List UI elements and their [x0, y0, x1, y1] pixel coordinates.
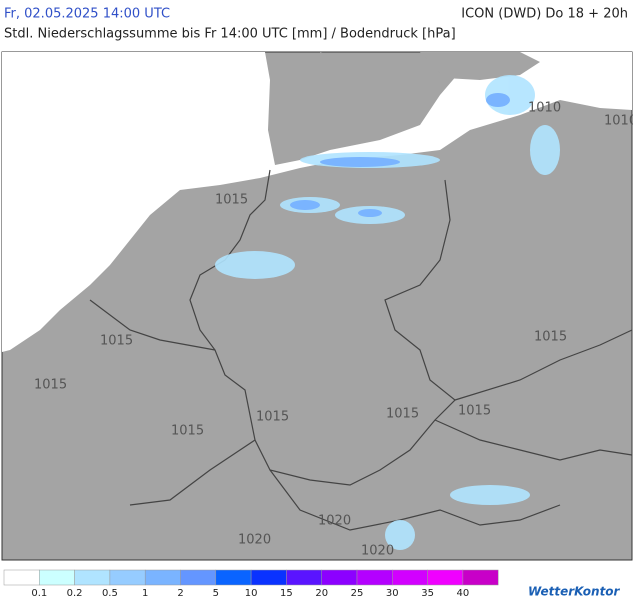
sea: [2, 52, 632, 352]
logo: WetterKontor: [528, 585, 621, 599]
isobar-labels: 1010 1010 1015 1015 1015 1015 1015 1015 …: [34, 101, 633, 559]
isobar-label: 1020: [361, 544, 394, 559]
legend-swatch: [392, 569, 428, 586]
model-run: ICON (DWD) Do 18 + 20h: [461, 7, 628, 22]
legend-swatch: [427, 569, 464, 586]
date: Fr, 02.05.2025 14:00 UTC: [4, 7, 170, 22]
isobar-label: 1015: [256, 410, 289, 425]
legend-label: 15: [280, 588, 293, 599]
legend-swatch: [109, 569, 146, 586]
denmark: [320, 52, 430, 118]
legend-swatch: [462, 569, 499, 586]
isobar-label: 1020: [318, 514, 351, 529]
legend-label: 2: [177, 588, 183, 599]
legend-label: 35: [421, 588, 434, 599]
precip: [215, 75, 560, 550]
legend-swatch: [321, 569, 358, 586]
isobar-label: 1015: [386, 407, 419, 422]
legend-swatch: [215, 569, 252, 586]
isobar-label: 1010: [604, 114, 633, 129]
legend-label: 1: [142, 588, 148, 599]
legend-label: 25: [351, 588, 364, 599]
legend-label: 0.5: [102, 588, 118, 599]
legend-label: 0.2: [67, 588, 83, 599]
legend-swatch: [286, 569, 322, 586]
isobar-label: 1015: [171, 424, 204, 439]
legend-swatch: [39, 569, 75, 586]
subtitle: Stdl. Niederschlagssumme bis Fr 14:00 UT…: [4, 27, 456, 42]
legend-label: 10: [245, 588, 258, 599]
legend-swatch: [74, 569, 111, 586]
isobar-label: 1015: [100, 334, 133, 349]
isobar-label: 1010: [528, 101, 561, 116]
isobar-label: 1015: [458, 404, 491, 419]
legend-swatch: [250, 569, 287, 586]
isobar-label: 1020: [238, 533, 271, 548]
isobar-label: 1015: [215, 193, 248, 208]
isobar-label: 1015: [34, 378, 67, 393]
legend: 0.1 0.2 0.5 1 2 5 10 15 20 25 30 35 40: [3, 569, 499, 599]
legend-label: 30: [386, 588, 399, 599]
precip-strong: [290, 93, 510, 217]
isobar-label: 1015: [534, 330, 567, 345]
legend-label: 20: [315, 588, 328, 599]
sweden: [420, 52, 540, 80]
legend-label: 0.1: [31, 588, 47, 599]
legend-swatch: [3, 569, 40, 586]
legend-swatch: [180, 569, 217, 586]
legend-swatch: [144, 569, 181, 586]
legend-label: 40: [457, 588, 470, 599]
legend-label: 5: [213, 588, 219, 599]
legend-swatch: [356, 569, 393, 586]
map: 1010 1010 1015 1015 1015 1015 1015 1015 …: [1, 51, 633, 561]
